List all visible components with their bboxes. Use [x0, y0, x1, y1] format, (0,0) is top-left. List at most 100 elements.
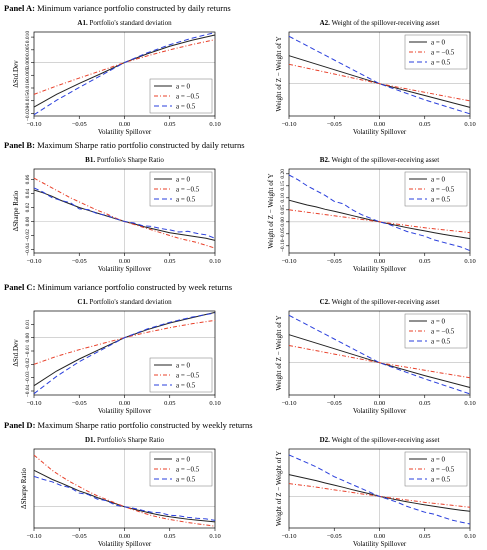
b2-legend: a = 0 a = −0.5 a = 0.5 [404, 171, 468, 207]
a1-xtick-label: −0.10 [26, 121, 41, 128]
chart-d1: D1. Portfolio's Sharpe Ratio −0.10 −0.05 0.… [20, 436, 221, 548]
b2-xlabel: Volatility Spillover [353, 265, 407, 273]
c1-ytick-label: −0.01 [25, 344, 31, 357]
a2-legend: a = 0 a = −0.5 a = 0.5 [404, 34, 468, 70]
c1-xtick-label: 0.10 [209, 400, 220, 407]
a1-ytick-label: −0.005 [25, 67, 31, 83]
b1-ylabel: ΔSharpe Ratio [12, 190, 20, 231]
c2-xtick-label: 0.05 [419, 400, 430, 407]
a1-ytick-label: 0.000 [25, 56, 31, 69]
panel-c-label: Panel C: [4, 282, 36, 292]
b1-ytick-label: −0.04 [25, 243, 31, 256]
c1-xtick-label: −0.05 [72, 400, 87, 407]
c1-ytick-label: −0.03 [25, 371, 31, 384]
d2-xtick-label: 0.10 [464, 533, 475, 540]
c1-ytick-label: −0.02 [25, 358, 31, 371]
d1-legend: a = 0 a = −0.5 a = 0.5 [149, 451, 213, 487]
b2-ytick-label: −0.05 [280, 227, 286, 240]
c2-series-line-1 [288, 344, 471, 379]
d1-ylabel: ΔSharpe Ratio [20, 468, 28, 509]
a2-xtick-label: 0.10 [464, 121, 475, 128]
d1-xtick-label: −0.10 [26, 533, 41, 540]
d2-xtick-label: 0.05 [419, 533, 430, 540]
c2-legend-label-2: a = 0.5 [431, 338, 451, 346]
chart-a2: A2. Weight of the spillover-receiving as… [275, 19, 476, 136]
a2-series-line-2 [288, 35, 471, 115]
b2-xtick-label: 0.00 [374, 258, 385, 265]
a2-xtick-label: −0.05 [327, 121, 342, 128]
d2-xtick-label: 0.00 [374, 533, 385, 540]
c2-xtick-label: 0.10 [464, 400, 475, 407]
b2-xtick-label: −0.05 [327, 258, 342, 265]
d1-xlabel: Volatility Spillover [98, 540, 152, 548]
c1-legend-label-1: a = −0.5 [176, 372, 200, 380]
d1-xtick-label: −0.05 [72, 533, 87, 540]
chart-d2: D2. Weight of the spillover-receiving as… [275, 436, 476, 548]
a1-legend: a = 0 a = −0.5 a = 0.5 [149, 78, 213, 114]
b1-ytick-label: 0.06 [25, 174, 31, 184]
d2-legend: a = 0 a = −0.5 a = 0.5 [404, 451, 468, 487]
panel-b-label: Panel B: [4, 140, 35, 150]
d2-legend-label-0: a = 0 [431, 456, 446, 464]
b2-legend-label-1: a = −0.5 [431, 186, 455, 194]
a2-legend-label-1: a = −0.5 [431, 49, 455, 57]
a1-legend-label-0: a = 0 [176, 83, 191, 91]
d1-xtick-label: 0.10 [209, 533, 220, 540]
c1-legend: a = 0 a = −0.5 a = 0.5 [149, 357, 213, 393]
d2-legend-label-1: a = −0.5 [431, 466, 455, 474]
b2-title: B2. Weight of the spillover-receiving as… [320, 156, 439, 164]
c1-ytick-label: −0.04 [25, 384, 31, 397]
panel-a-text: Minimum variance portfolio constructed b… [37, 3, 231, 13]
c1-xlabel: Volatility Spillover [98, 407, 152, 415]
d1-series-line-2 [33, 475, 216, 521]
d1-xtick-label: 0.05 [164, 533, 175, 540]
a2-title: A2. Weight of the spillover-receiving as… [320, 19, 440, 27]
a1-xlabel: Volatility Spillover [98, 128, 152, 136]
a1-title: A1. Portfolio's standard deviation [77, 19, 172, 27]
c1-legend-label-2: a = 0.5 [176, 382, 196, 390]
b1-legend-label-0: a = 0 [176, 176, 191, 184]
b2-ylabel: Weight of Z − Weight of Y [267, 173, 275, 248]
chart-c1: C1. Portfolio's standard deviation −0.10 −… [12, 298, 221, 415]
panel-a-label: Panel A: [4, 3, 35, 13]
chart-c2: C2. Weight of the spillover-receiving as… [275, 298, 476, 415]
a1-ylabel: ΔStd.Dev [12, 60, 20, 88]
chart-a1: A1. Portfolio's standard deviation −0.10 −… [12, 19, 221, 136]
b2-xtick-label: 0.05 [419, 258, 430, 265]
c1-series-line-2 [33, 312, 216, 395]
c1-ytick-label: 0.01 [25, 319, 31, 329]
a2-xtick-label: 0.05 [419, 121, 430, 128]
b1-legend-label-2: a = 0.5 [176, 196, 196, 204]
a2-xtick-label: 0.00 [374, 121, 385, 128]
a1-legend-label-1: a = −0.5 [176, 93, 200, 101]
panel-b-text: Maximum Sharpe ratio portfolio construct… [37, 140, 245, 150]
c2-legend: a = 0 a = −0.5 a = 0.5 [404, 313, 468, 349]
panel-d-heading: Panel D: Maximum Sharpe ratio portfolio … [4, 420, 253, 430]
b1-ytick-label: 0.02 [25, 202, 31, 212]
d2-title: D2. Weight of the spillover-receiving as… [320, 436, 440, 444]
c2-xtick-label: −0.05 [327, 400, 342, 407]
c2-series-line-2 [288, 314, 471, 395]
b2-ytick-label: 0.00 [280, 217, 286, 227]
a1-legend-label-2: a = 0.5 [176, 103, 196, 111]
b1-ytick-label: −0.02 [25, 229, 31, 242]
a1-ytick-label: 0.005 [25, 43, 31, 56]
d2-xtick-label: −0.05 [327, 533, 342, 540]
c2-ylabel: Weight of Z − Weight of Y [275, 315, 283, 390]
a1-xtick-label: 0.00 [119, 121, 130, 128]
b2-legend-label-2: a = 0.5 [431, 196, 451, 204]
a2-series-line-1 [288, 63, 471, 102]
panel-c-heading: Panel C: Minimum variance portfolio cons… [4, 282, 232, 292]
b1-xtick-label: −0.10 [26, 258, 41, 265]
b2-ytick-label: 0.05 [280, 205, 286, 215]
panel-c-text: Minimum variance portfolio constructed b… [37, 282, 233, 292]
d1-legend-label-2: a = 0.5 [176, 476, 196, 484]
b1-xlabel: Volatility Spillover [98, 265, 152, 273]
panel-b-heading: Panel B: Maximum Sharpe ratio portfolio … [4, 140, 245, 150]
d1-xtick-label: 0.00 [119, 533, 130, 540]
b2-xtick-label: −0.10 [281, 258, 296, 265]
c1-ylabel: ΔStd.Dev [12, 339, 20, 367]
b1-legend: a = 0 a = −0.5 a = 0.5 [149, 171, 213, 207]
b1-xtick-label: 0.10 [209, 258, 220, 265]
c1-xtick-label: 0.00 [119, 400, 130, 407]
